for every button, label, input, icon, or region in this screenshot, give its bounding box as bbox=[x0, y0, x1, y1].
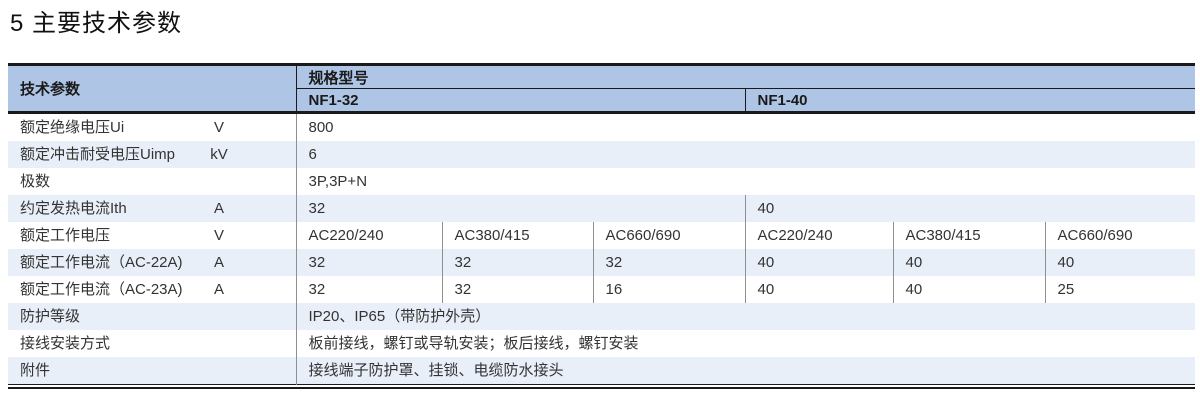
row-value: AC220/240 bbox=[744, 222, 893, 249]
row-label-cell: 额定冲击耐受电压Uimp kV bbox=[8, 141, 296, 168]
row-value: 40 bbox=[744, 249, 893, 276]
row-label: 极数 bbox=[20, 173, 51, 190]
row-label: 额定工作电流（AC-23A) bbox=[20, 281, 183, 298]
table-body: 额定绝缘电压Ui V 800 额定冲击耐受电压Uimp kV 6 极数 3P,3P+N 约定发热… bbox=[8, 111, 1196, 385]
table-row: 附件 接线端子防护罩、挂锁、电缆防水接头 bbox=[8, 357, 1196, 385]
row-label: 附件 bbox=[20, 362, 51, 379]
row-value: 40 bbox=[892, 249, 1045, 276]
row-value: AC660/690 bbox=[1044, 222, 1196, 249]
table-header: 技术参数 规格型号 NF1-32 NF1-40 bbox=[8, 64, 1196, 113]
row-unit: A bbox=[213, 281, 224, 298]
row-label: 防护等级 bbox=[20, 308, 81, 325]
row-value: 40 bbox=[892, 276, 1045, 303]
row-value: 6 bbox=[295, 141, 1196, 168]
row-label-cell: 额定工作电流（AC-22A) A bbox=[8, 249, 296, 276]
table-row: 额定冲击耐受电压Uimp kV 6 bbox=[8, 141, 1196, 168]
row-label-cell: 约定发热电流Ith A bbox=[8, 195, 296, 222]
row-unit: V bbox=[213, 227, 224, 244]
table-row: 极数 3P,3P+N bbox=[8, 168, 1196, 195]
row-value: AC220/240 bbox=[295, 222, 442, 249]
header-row-models: NF1-32 NF1-40 bbox=[8, 88, 1196, 113]
row-value: AC660/690 bbox=[592, 222, 745, 249]
row-value: 3P,3P+N bbox=[295, 168, 1196, 195]
page: 5 主要技术参数 技术参数 规格型号 NF1-32 NF1-40 额定绝缘电压U… bbox=[8, 10, 1196, 389]
model-header-nf1-32: NF1-32 bbox=[296, 88, 745, 113]
table-row: 额定工作电流（AC-23A) A 32 32 16 40 40 25 bbox=[8, 276, 1196, 303]
page-title: 5 主要技术参数 bbox=[10, 10, 183, 37]
row-value: 32 bbox=[592, 249, 745, 276]
row-unit: kV bbox=[210, 146, 228, 163]
model-header-nf1-40: NF1-40 bbox=[744, 88, 1196, 113]
row-value: 800 bbox=[295, 111, 1196, 141]
row-label: 约定发热电流Ith bbox=[20, 200, 127, 217]
table-row: 防护等级 IP20、IP65（带防护外壳） bbox=[8, 303, 1196, 330]
row-value: 接线端子防护罩、挂锁、电缆防水接头 bbox=[295, 357, 1196, 385]
row-label-cell: 防护等级 bbox=[8, 303, 296, 330]
row-value: AC380/415 bbox=[441, 222, 593, 249]
row-value: 25 bbox=[1044, 276, 1196, 303]
row-label-cell: 极数 bbox=[8, 168, 296, 195]
spec-table: 技术参数 规格型号 NF1-32 NF1-40 额定绝缘电压Ui V 800 额定冲击… bbox=[8, 63, 1196, 389]
row-label-cell: 接线安装方式 bbox=[8, 330, 296, 357]
row-unit: V bbox=[213, 119, 224, 136]
table-row: 额定工作电流（AC-22A) A 32 32 32 40 40 40 bbox=[8, 249, 1196, 276]
header-row-spec: 技术参数 规格型号 bbox=[8, 64, 1196, 113]
row-unit: A bbox=[213, 200, 224, 217]
row-value: 40 bbox=[744, 276, 893, 303]
row-value: 32 bbox=[441, 276, 593, 303]
row-label-cell: 附件 bbox=[8, 357, 296, 385]
table-bottom-rule bbox=[8, 387, 1195, 389]
row-value: 32 bbox=[441, 249, 593, 276]
table-row: 接线安装方式 板前接线，螺钉或导轨安装；板后接线，螺钉安装 bbox=[8, 330, 1196, 357]
row-label: 额定工作电压 bbox=[20, 227, 111, 244]
spec-group-header: 规格型号 bbox=[296, 64, 1196, 89]
row-value: 40 bbox=[744, 195, 1196, 222]
row-value: 32 bbox=[295, 249, 442, 276]
row-unit: A bbox=[213, 254, 224, 271]
row-label: 额定冲击耐受电压Uimp bbox=[20, 146, 176, 163]
row-label: 接线安装方式 bbox=[20, 335, 111, 352]
row-value: 32 bbox=[295, 276, 442, 303]
table-row: 约定发热电流Ith A 32 40 bbox=[8, 195, 1196, 222]
row-value: 40 bbox=[1044, 249, 1196, 276]
row-value: 板前接线，螺钉或导轨安装；板后接线，螺钉安装 bbox=[295, 330, 1196, 357]
row-label-cell: 额定工作电压 V bbox=[8, 222, 296, 249]
row-label: 额定绝缘电压Ui bbox=[20, 119, 125, 136]
row-label-cell: 额定工作电流（AC-23A) A bbox=[8, 276, 296, 303]
table-row: 额定工作电压 V AC220/240 AC380/415 AC660/690 AC220/… bbox=[8, 222, 1196, 249]
row-value: IP20、IP65（带防护外壳） bbox=[295, 303, 1196, 330]
row-value: 16 bbox=[592, 276, 745, 303]
table-row: 额定绝缘电压Ui V 800 bbox=[8, 111, 1196, 141]
param-column-header: 技术参数 bbox=[8, 64, 297, 113]
row-label-cell: 额定绝缘电压Ui V bbox=[8, 111, 296, 141]
row-value: 32 bbox=[295, 195, 745, 222]
row-value: AC380/415 bbox=[892, 222, 1045, 249]
spec-table-grid: 技术参数 规格型号 NF1-32 NF1-40 额定绝缘电压Ui V 800 额定冲击… bbox=[8, 63, 1196, 385]
row-label: 额定工作电流（AC-22A) bbox=[20, 254, 183, 271]
